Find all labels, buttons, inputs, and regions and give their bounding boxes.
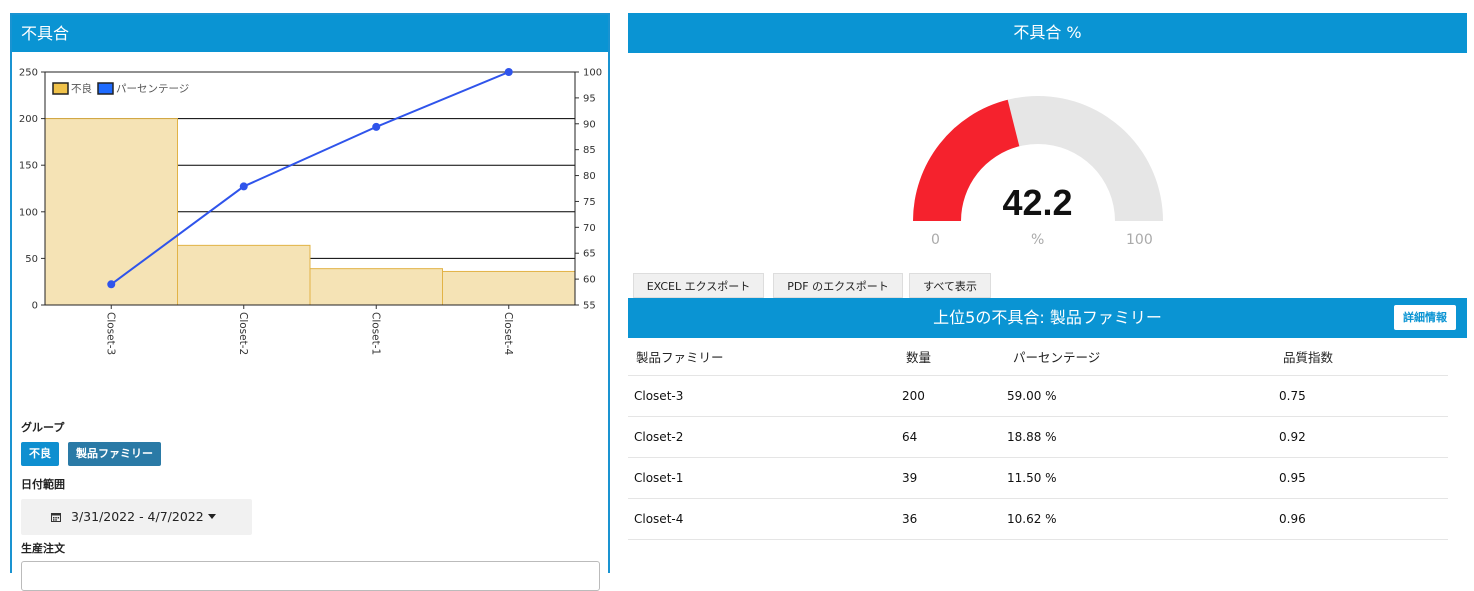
percentage-point [239, 182, 248, 191]
table-row: Closet-3 200 59.00 % 0.75 [628, 376, 1448, 417]
cell-percent: 18.88 % [1007, 430, 1057, 444]
pareto-chart-svg: 0 50 100 150 200 250 55 60 65 70 75 80 85 90 95 100 Clos… [19, 68, 602, 356]
y-right-tick-label: 80 [583, 171, 596, 182]
defects-panel: 不具合 0 50 100 150 200 250 55 60 65 70 75 80 85 90 95 100… [10, 13, 610, 591]
percentage-point [372, 122, 381, 131]
legend-label-percentage: パーセンテージ [116, 83, 189, 95]
gauge-arc-svg [913, 96, 1163, 221]
percentage-point [504, 68, 513, 76]
x-tick-label: Closet-4 [502, 312, 514, 356]
defects-panel-title: 不具合 [12, 15, 608, 52]
gauge-min-label: 0 [931, 232, 940, 248]
percentage-point [107, 280, 116, 289]
col-header-family[interactable]: 製品ファミリー [636, 350, 724, 365]
bar [442, 270, 576, 306]
col-header-qty[interactable]: 数量 [906, 350, 932, 365]
x-tick-label: Closet-2 [237, 312, 249, 355]
y-right-tick-label: 55 [583, 301, 596, 312]
y-left-tick-label: 200 [19, 114, 38, 125]
plot-frame [44, 71, 576, 306]
bar [44, 118, 178, 306]
gauge-fill [913, 99, 1020, 221]
details-button[interactable]: 詳細情報 [1394, 305, 1456, 330]
y-right-tick-label: 95 [583, 93, 596, 104]
cell-qty: 200 [902, 389, 925, 403]
excel-export-button[interactable]: EXCEL エクスポート [633, 273, 764, 298]
gauge-max-label: 100 [1126, 232, 1153, 248]
cell-family: Closet-2 [634, 430, 684, 444]
y-right-tick-label: 60 [583, 275, 596, 286]
legend-label-defect: 不良 [71, 82, 92, 95]
gauge-value: 42.2 [1002, 182, 1073, 223]
top5-title-bar: 上位5の不具合: 製品ファミリー 詳細情報 [628, 298, 1467, 338]
top5-table: 製品ファミリー 数量 パーセンテージ 品質指数 Closet-3 200 59.… [628, 338, 1448, 540]
y-left-tick-label: 250 [19, 68, 38, 79]
group-product-family-button[interactable]: 製品ファミリー [68, 442, 161, 466]
x-tick-label: Closet-3 [104, 312, 116, 355]
table-row: Closet-1 39 11.50 % 0.95 [628, 458, 1448, 499]
defect-percent-title: 不具合 % [628, 13, 1467, 53]
cell-family: Closet-1 [634, 471, 684, 485]
percentage-line [110, 71, 510, 286]
legend-swatch-percentage [97, 82, 114, 95]
production-order-label: 生産注文 [21, 542, 65, 555]
cell-quality: 0.75 [1279, 389, 1306, 403]
cell-quality: 0.92 [1279, 430, 1306, 444]
cell-family: Closet-4 [634, 512, 684, 526]
pareto-chart: 0 50 100 150 200 250 55 60 65 70 75 80 85 90 95 100 Clos… [12, 52, 608, 382]
cell-percent: 11.50 % [1007, 471, 1057, 485]
cell-percent: 59.00 % [1007, 389, 1057, 403]
y-left-tick-label: 0 [32, 301, 38, 312]
calendar-icon [51, 513, 61, 522]
y-right-tick-label: 75 [583, 197, 596, 208]
cell-qty: 39 [902, 471, 918, 485]
y-right-tick-label: 65 [583, 249, 596, 260]
group-defect-button[interactable]: 不良 [21, 442, 59, 466]
cell-family: Closet-3 [634, 389, 684, 403]
cell-quality: 0.95 [1279, 471, 1306, 485]
bar [309, 268, 443, 306]
production-order-input[interactable] [21, 561, 600, 591]
legend-swatch-defect [52, 82, 69, 95]
top5-title: 上位5の不具合: 製品ファミリー [933, 308, 1162, 327]
y-left-tick-label: 150 [19, 161, 38, 172]
show-all-button[interactable]: すべて表示 [909, 273, 991, 298]
y-right-tick-label: 100 [583, 68, 602, 79]
y-right-tick-label: 70 [583, 223, 596, 234]
date-range-value: 3/31/2022 - 4/7/2022 [71, 509, 204, 524]
table-row: Closet-2 64 18.88 % 0.92 [628, 417, 1448, 458]
pdf-export-button[interactable]: PDF のエクスポート [773, 273, 903, 298]
y-right-tick-label: 85 [583, 145, 596, 156]
date-range-picker[interactable]: 3/31/2022 - 4/7/2022 [21, 499, 252, 535]
group-label: グループ [21, 421, 65, 434]
table-row: Closet-4 36 10.62 % 0.96 [628, 499, 1448, 540]
cell-quality: 0.96 [1279, 512, 1306, 526]
cell-qty: 64 [902, 430, 918, 444]
cell-percent: 10.62 % [1007, 512, 1057, 526]
defect-gauge: 42.2 0 % 100 [880, 80, 1200, 260]
y-left-tick-label: 50 [25, 254, 38, 265]
x-tick-label: Closet-1 [369, 312, 381, 355]
bar [177, 244, 311, 306]
table-header-row: 製品ファミリー 数量 パーセンテージ 品質指数 [628, 338, 1448, 376]
cell-qty: 36 [902, 512, 918, 526]
date-range-label: 日付範囲 [21, 478, 65, 491]
chevron-down-icon [208, 514, 216, 519]
y-right-tick-label: 90 [583, 119, 596, 130]
y-left-tick-label: 100 [19, 207, 38, 218]
col-header-percent[interactable]: パーセンテージ [1013, 350, 1101, 365]
gauge-unit-label: % [1031, 232, 1045, 248]
col-header-quality[interactable]: 品質指数 [1283, 350, 1334, 365]
